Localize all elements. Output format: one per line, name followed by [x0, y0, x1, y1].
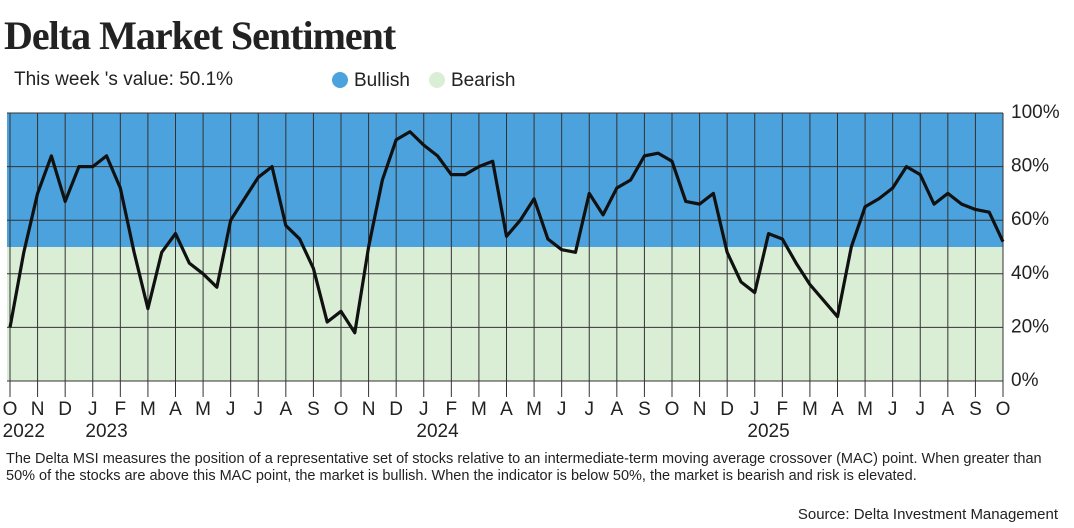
y-tick-label: 40%: [1011, 263, 1049, 284]
x-tick-label: J: [750, 399, 760, 420]
legend-swatch: [429, 72, 445, 88]
x-tick-label: A: [831, 399, 844, 420]
source: Source: Delta Investment Management: [797, 506, 1058, 523]
x-tick-label: M: [140, 399, 156, 420]
y-tick-label: 80%: [1011, 156, 1049, 177]
legend-swatch: [332, 72, 348, 88]
x-tick-label: J: [916, 399, 926, 420]
footnote: The Delta MSI measures the position of a…: [6, 451, 1042, 484]
x-tick-label: N: [362, 399, 376, 420]
x-tick-label: D: [389, 399, 403, 420]
year-label: 2023: [85, 421, 127, 442]
x-tick-label: J: [254, 399, 264, 420]
x-tick-label: A: [610, 399, 623, 420]
x-tick-label: O: [665, 399, 680, 420]
x-tick-label: M: [526, 399, 542, 420]
x-tick-label: N: [693, 399, 707, 420]
x-tick-label: M: [857, 399, 873, 420]
chart-title: Delta Market Sentiment: [4, 13, 397, 58]
y-tick-label: 20%: [1011, 316, 1049, 337]
x-tick-label: F: [777, 399, 789, 420]
x-tick-label: N: [31, 399, 45, 420]
x-tick-label: J: [88, 399, 98, 420]
x-tick-label: O: [334, 399, 349, 420]
x-tick-label: M: [802, 399, 818, 420]
year-label: 2024: [416, 421, 459, 442]
band: [7, 247, 1003, 381]
x-tick-label: A: [169, 399, 182, 420]
x-tick-label: A: [941, 399, 954, 420]
x-tick-label: O: [996, 399, 1011, 420]
x-tick-label: J: [585, 399, 595, 420]
x-tick-label: A: [500, 399, 513, 420]
x-tick-label: A: [279, 399, 292, 420]
x-tick-label: J: [419, 399, 429, 420]
x-tick-label: D: [720, 399, 734, 420]
x-tick-label: O: [3, 399, 18, 420]
x-tick-label: M: [195, 399, 211, 420]
year-label: 2022: [3, 421, 45, 442]
legend-label: Bearish: [451, 70, 515, 91]
x-tick-label: D: [58, 399, 72, 420]
legend-label: Bullish: [354, 70, 410, 91]
x-tick-label: J: [226, 399, 236, 420]
x-tick-label: M: [471, 399, 487, 420]
y-tick-label: 60%: [1011, 209, 1049, 230]
subtitle: This week 's value: 50.1%: [14, 69, 233, 90]
year-label: 2025: [747, 421, 789, 442]
y-tick-label: 100%: [1011, 102, 1060, 123]
y-tick-label: 0%: [1011, 370, 1039, 391]
x-tick-label: J: [888, 399, 898, 420]
x-tick-label: S: [969, 399, 982, 420]
x-tick-label: S: [638, 399, 651, 420]
x-tick-label: F: [115, 399, 127, 420]
x-tick-label: F: [446, 399, 458, 420]
x-tick-label: S: [307, 399, 320, 420]
x-tick-label: J: [557, 399, 567, 420]
line: [8, 130, 1005, 335]
